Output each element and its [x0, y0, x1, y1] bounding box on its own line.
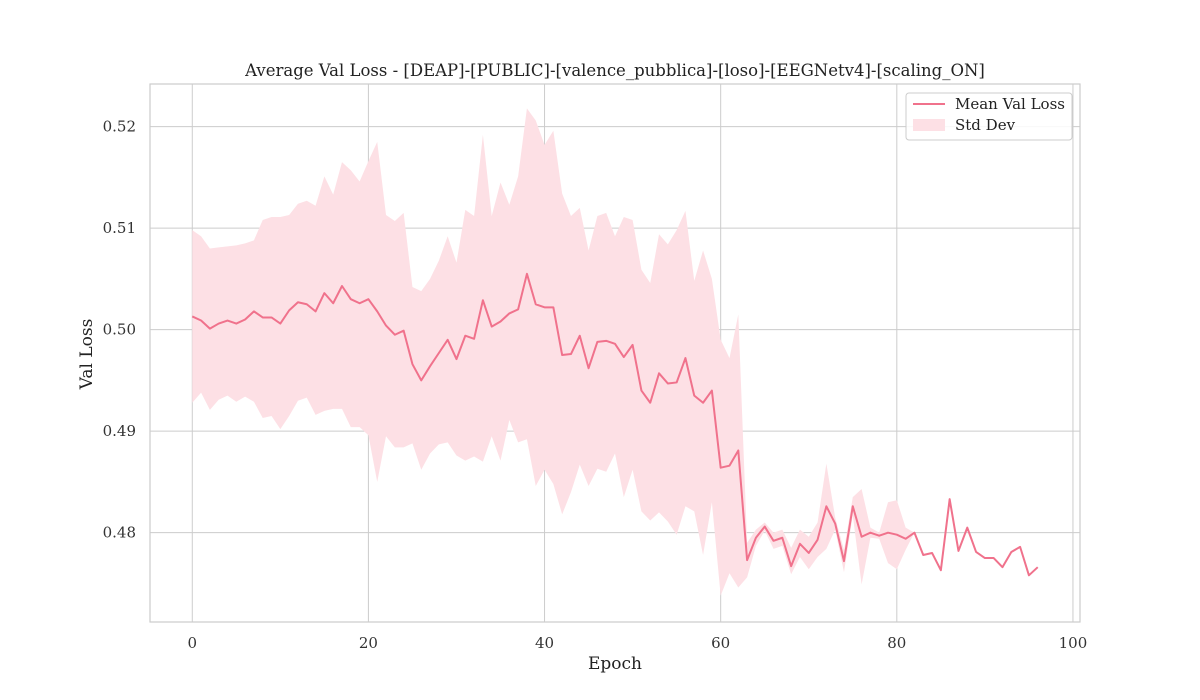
- legend-box: [905, 92, 1073, 141]
- legend: Mean Val Loss Std Dev: [905, 92, 1073, 141]
- chart-title: Average Val Loss - [DEAP]-[PUBLIC]-[vale…: [244, 61, 985, 80]
- std-dev-band: [192, 108, 1038, 596]
- legend-band-swatch: [913, 119, 945, 131]
- y-axis-ticks: 0.48 0.49 0.50 0.51 0.52: [103, 118, 136, 542]
- x-axis-label: Epoch: [588, 654, 642, 674]
- x-tick-label: 20: [359, 634, 378, 652]
- x-tick-label: 80: [887, 634, 906, 652]
- y-tick-label: 0.52: [103, 118, 136, 136]
- x-axis-ticks: 0 20 40 60 80 100: [187, 634, 1087, 652]
- y-tick-label: 0.48: [103, 524, 136, 542]
- x-tick-label: 40: [535, 634, 554, 652]
- y-tick-label: 0.49: [103, 422, 136, 440]
- x-tick-label: 60: [711, 634, 730, 652]
- y-axis-label: Val Loss: [77, 319, 97, 391]
- x-tick-label: 0: [187, 634, 197, 652]
- legend-label-std: Std Dev: [955, 116, 1016, 134]
- y-tick-label: 0.51: [103, 219, 136, 237]
- y-tick-label: 0.50: [103, 321, 136, 339]
- mean-val-loss-line: [191, 272, 1039, 577]
- plot-area-frame: [149, 83, 1081, 623]
- x-tick-label: 100: [1059, 634, 1088, 652]
- legend-label-mean: Mean Val Loss: [955, 95, 1065, 113]
